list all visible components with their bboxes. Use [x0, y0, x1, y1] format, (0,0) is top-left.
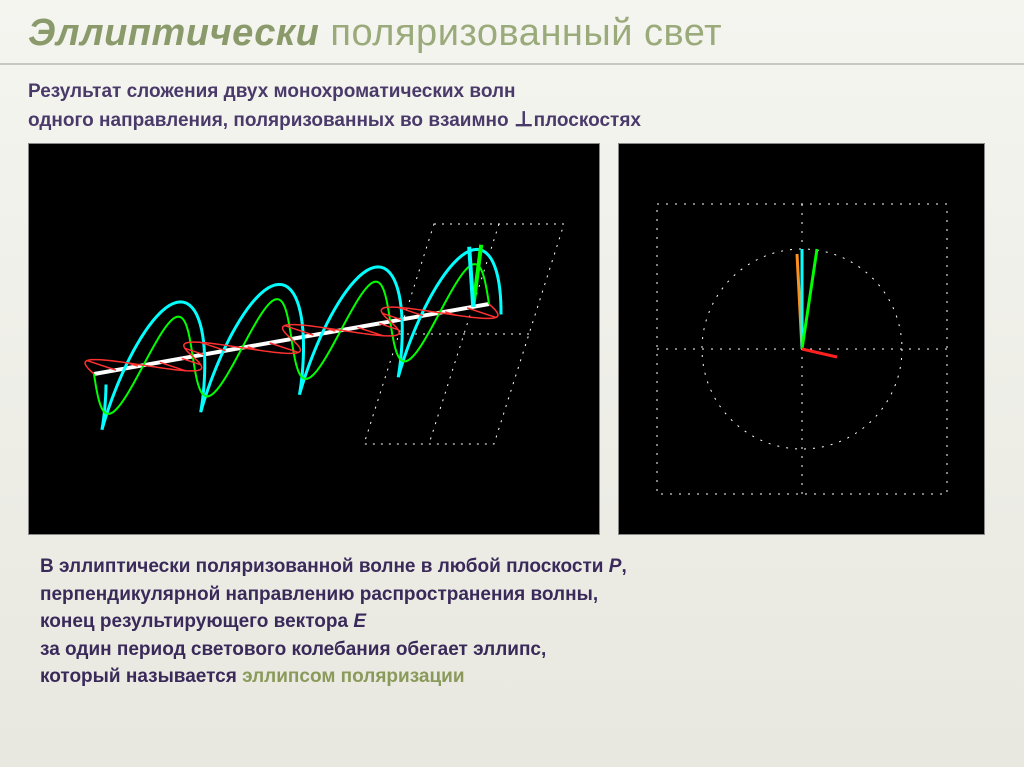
subtitle: Результат сложения двух монохроматически… [0, 65, 1024, 143]
title-rest: поляризованный свет [319, 12, 722, 54]
desc-line-4: за один период светового колебания обега… [40, 636, 984, 664]
vector-e-symbol: Е [353, 611, 366, 632]
desc-line-5: который называется эллипсом поляризации [40, 663, 984, 691]
desc-line-2: перпендикулярной направлению распростран… [40, 581, 984, 609]
title-bar: Эллиптически поляризованный свет [0, 0, 1024, 65]
cross-section-svg [619, 144, 984, 534]
description: В эллиптически поляризованной волне в лю… [0, 535, 1024, 691]
cross-section-panel [618, 143, 985, 535]
helix-3d-svg [29, 144, 599, 534]
desc-line-1: В эллиптически поляризованной волне в лю… [40, 553, 984, 581]
subtitle-line-2: одного направления, поляризованных во вз… [28, 105, 996, 134]
helix-3d-panel [28, 143, 600, 535]
subtitle-line-1: Результат сложения двух монохроматически… [28, 79, 996, 105]
diagram-panels [0, 143, 1024, 535]
plane-p-symbol: P [609, 556, 622, 577]
desc-line-3: конец результирующего вектора Е [40, 608, 984, 636]
perpendicular-symbol: ⊥ [514, 107, 534, 131]
title-emphasis: Эллиптически [28, 12, 319, 54]
page-title: Эллиптически поляризованный свет [28, 12, 996, 55]
ellipse-term: эллипсом поляризации [242, 666, 464, 687]
